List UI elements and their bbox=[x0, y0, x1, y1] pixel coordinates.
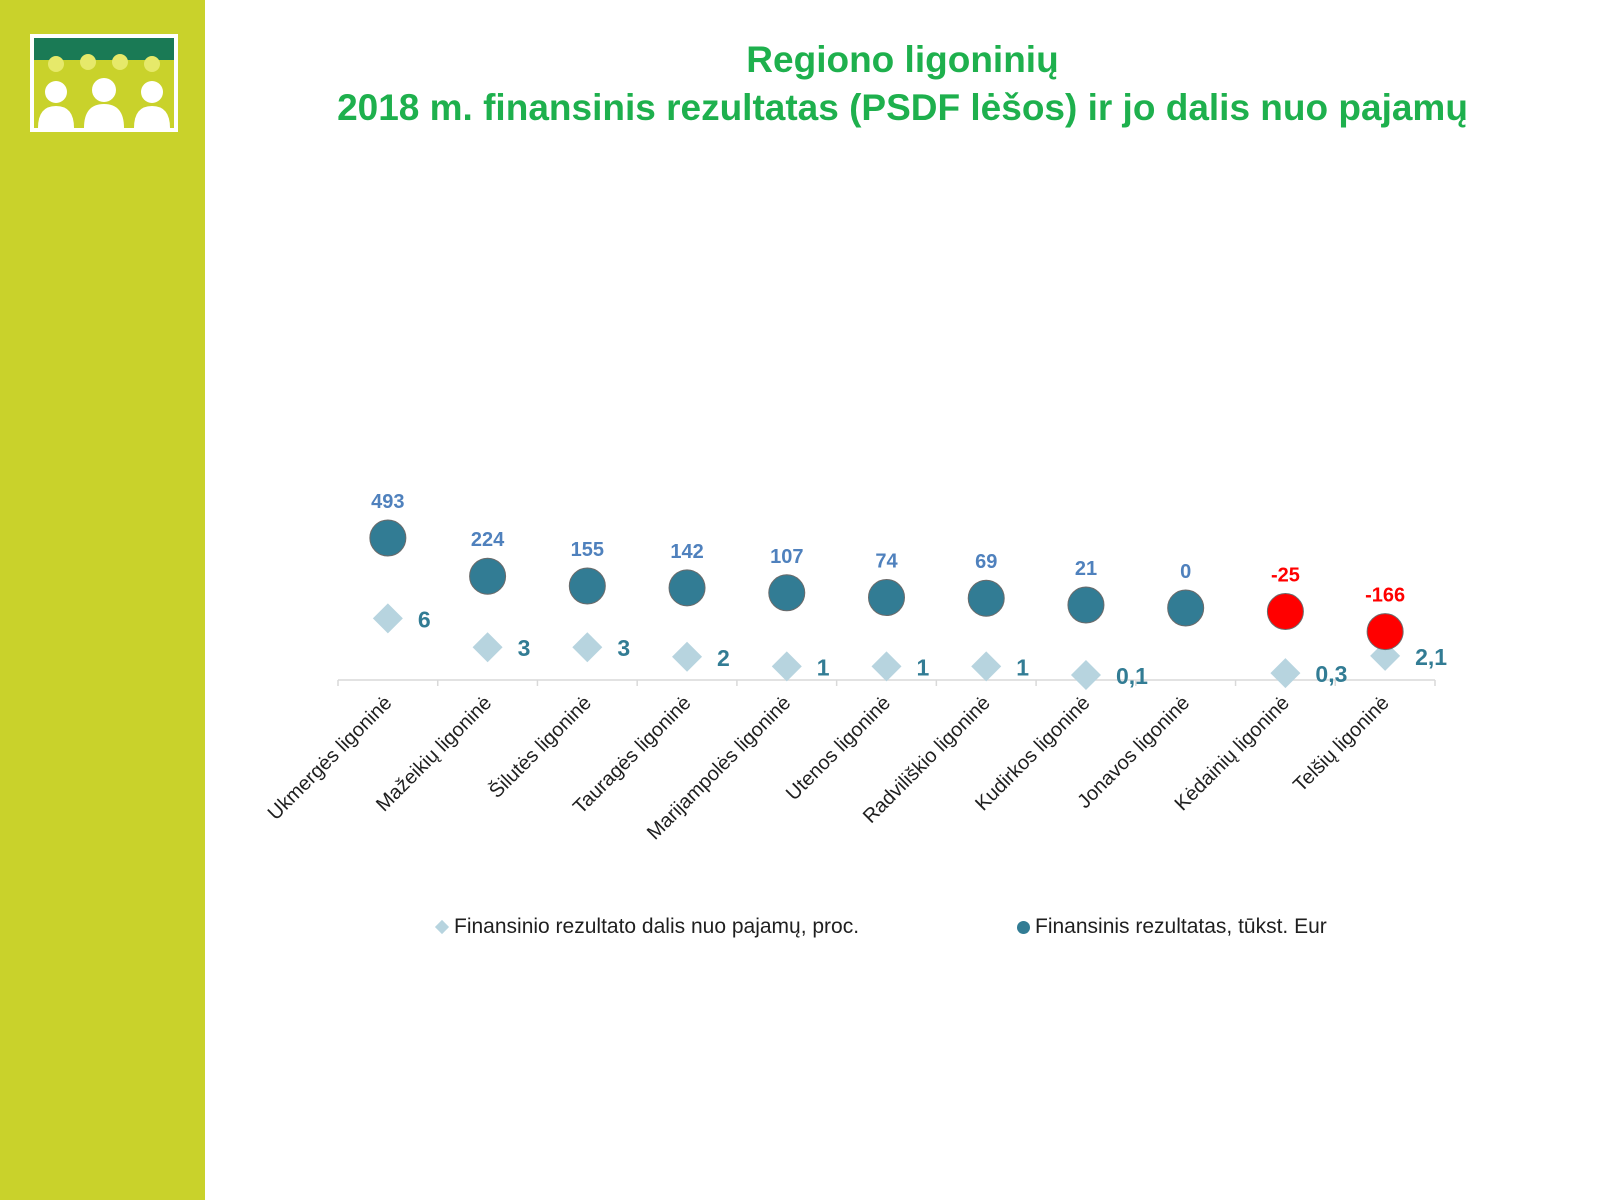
percent-data-label: 1 bbox=[817, 654, 830, 680]
result-circle-point bbox=[1366, 613, 1404, 651]
result-circle-point bbox=[1266, 593, 1304, 631]
legend-label-percent: Finansinio rezultato dalis nuo pajamų, p… bbox=[454, 915, 860, 938]
category-label: Telšių ligoninė bbox=[1289, 692, 1393, 796]
result-circle-point bbox=[1067, 586, 1105, 624]
percent-diamond-point bbox=[771, 651, 802, 682]
result-circle-point bbox=[768, 574, 806, 612]
percent-data-label: 3 bbox=[518, 635, 531, 661]
percent-diamond-point bbox=[372, 603, 403, 634]
result-circle-point bbox=[668, 569, 706, 607]
sidebar bbox=[0, 0, 205, 1200]
title-line-1: Regiono ligoninių bbox=[746, 39, 1059, 80]
legend-circle-icon bbox=[1017, 920, 1030, 934]
percent-data-label: 2,1 bbox=[1415, 644, 1447, 670]
result-data-label: -25 bbox=[1271, 565, 1300, 587]
people-logo-icon bbox=[30, 34, 178, 132]
result-data-label: -166 bbox=[1365, 585, 1405, 607]
result-data-label: 0 bbox=[1180, 561, 1191, 583]
result-data-label: 493 bbox=[371, 491, 404, 513]
percent-diamond-point bbox=[672, 641, 703, 672]
title-line-2: 2018 m. finansinis rezultatas (PSDF lėšo… bbox=[337, 87, 1468, 128]
percent-data-label: 0,3 bbox=[1315, 661, 1347, 687]
result-circle-point bbox=[967, 579, 1005, 617]
result-data-label: 155 bbox=[571, 539, 604, 561]
percent-diamond-point bbox=[572, 632, 603, 663]
result-data-label: 21 bbox=[1075, 558, 1097, 580]
legend-diamond-icon bbox=[434, 919, 450, 935]
percent-data-label: 2 bbox=[717, 645, 730, 671]
percent-data-label: 0,1 bbox=[1116, 663, 1148, 689]
result-circle-point bbox=[868, 578, 905, 616]
percent-diamond-point bbox=[871, 651, 902, 682]
legend-item-result: Finansinis rezultatas, tūkst. Eur bbox=[1017, 915, 1327, 939]
percent-diamond-point bbox=[472, 632, 503, 663]
result-data-label: 107 bbox=[770, 546, 803, 568]
category-label: Šilutės ligoninė bbox=[484, 691, 595, 802]
legend-item-percent: Finansinio rezultato dalis nuo pajamų, p… bbox=[434, 915, 860, 939]
page-title: Regiono ligoninių 2018 m. finansinis rez… bbox=[205, 36, 1600, 132]
percent-data-label: 1 bbox=[1016, 654, 1029, 680]
result-circle-point bbox=[568, 567, 606, 605]
result-circle-point bbox=[1167, 589, 1205, 627]
result-data-label: 142 bbox=[670, 541, 703, 563]
percent-diamond-point bbox=[1070, 660, 1101, 691]
percent-data-label: 3 bbox=[617, 635, 630, 661]
result-data-label: 69 bbox=[975, 551, 997, 573]
percent-data-label: 1 bbox=[917, 654, 930, 680]
percent-diamond-point bbox=[971, 651, 1002, 682]
result-data-label: 74 bbox=[875, 550, 898, 572]
percent-diamond-point bbox=[1270, 658, 1301, 689]
percent-data-label: 6 bbox=[418, 606, 431, 632]
result-data-label: 224 bbox=[471, 529, 505, 551]
legend-label-result: Finansinis rezultatas, tūkst. Eur bbox=[1035, 915, 1327, 938]
result-circle-point bbox=[469, 557, 507, 595]
result-circle-point bbox=[369, 519, 407, 557]
category-label: Utenos ligoninė bbox=[782, 692, 895, 805]
